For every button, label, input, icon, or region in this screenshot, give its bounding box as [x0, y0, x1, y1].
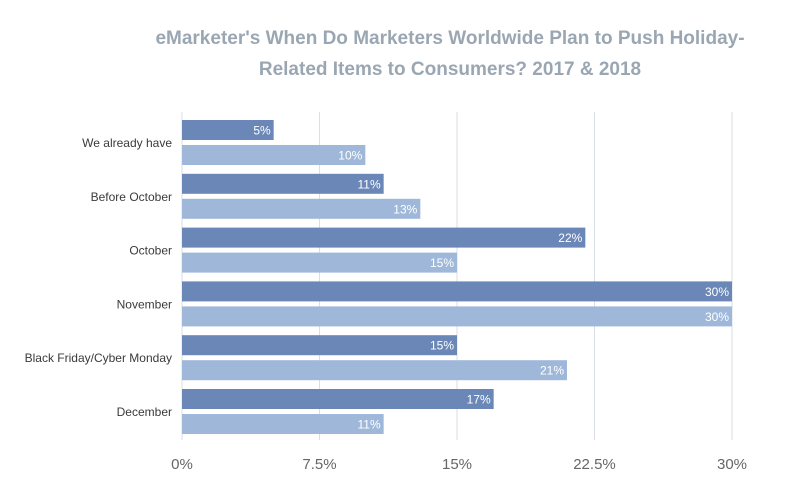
bar [182, 414, 384, 434]
bar [182, 335, 457, 356]
x-tick-label: 30% [717, 456, 747, 473]
bar [182, 252, 457, 273]
x-tick-label: 7.5% [302, 456, 336, 473]
bar-value-label: 11% [358, 177, 381, 191]
bar-value-label: 30% [705, 285, 729, 299]
bar [182, 120, 274, 140]
x-tick-label: 0% [171, 456, 193, 473]
chart-title-line-2: Related Items to Consumers? 2017 & 2018 [258, 59, 642, 80]
x-tick-label: 15% [442, 456, 472, 473]
chart-title-line-1: eMarketer's When Do Marketers Worldwide … [155, 28, 745, 49]
category-label: Before October [91, 190, 172, 204]
bar [182, 227, 586, 248]
x-tick-label: 22.5% [573, 456, 616, 473]
bar [182, 389, 494, 409]
bar [182, 306, 732, 327]
bar-value-label: 11% [358, 418, 381, 432]
bar [182, 173, 384, 194]
bar [182, 281, 732, 302]
bar [182, 145, 366, 165]
bars: 5% 10% 11% 13% 22% 15% 30% 30% 15% 21% 17% 11% [182, 120, 732, 434]
bar-value-label: 15% [430, 339, 454, 353]
bar-value-label: 5% [253, 124, 271, 138]
category-label: We already have [82, 136, 172, 150]
category-label: October [129, 244, 172, 258]
bar [182, 360, 567, 381]
bar-value-label: 13% [393, 202, 417, 216]
bar-value-label: 17% [467, 393, 491, 407]
bar-value-label: 22% [558, 231, 582, 245]
bar [182, 198, 421, 219]
bar-value-label: 10% [338, 149, 362, 163]
category-labels: We already have Before October October Nove… [25, 136, 173, 419]
grid-lines [181, 112, 733, 440]
bar-value-label: 15% [430, 256, 454, 270]
category-label: December [117, 405, 172, 419]
category-label: Black Friday/Cyber Monday [25, 351, 172, 365]
bar-value-label: 30% [705, 310, 729, 324]
x-axis-ticks: 0% 7.5% 15% 22.5% 30% [171, 456, 747, 473]
category-label: November [117, 297, 172, 311]
bar-value-label: 21% [540, 364, 564, 378]
